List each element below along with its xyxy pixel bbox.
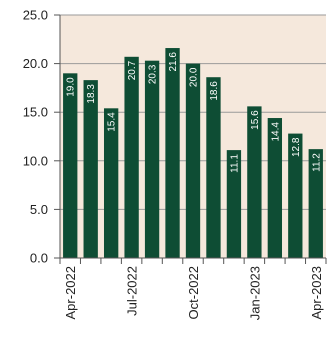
bar-value-label: 18.3 [86,84,97,104]
bar [83,80,98,259]
bar-value-label: 21.6 [168,52,179,72]
data-labels: 19.0 18.3 15.4 20.7 20.3 21.6 20.0 18.6 11.1 15.6… [66,52,323,173]
y-tick-label: 0.0 [30,251,48,266]
bar [165,48,180,258]
bar [63,73,78,258]
bar-value-label: 18.6 [209,81,220,101]
bar-value-label: 20.3 [148,64,159,84]
bar-value-label: 15.6 [250,110,261,130]
y-tick-label: 15.0 [23,105,48,120]
x-tick-label: Apr-2022 [63,266,78,319]
bar [288,133,303,258]
x-axis: Apr-2022 Jul-2022 Oct-2022 Jan-2023 Apr-2023 [59,257,327,320]
bar [267,118,283,258]
bar-value-label: 12.8 [291,137,302,157]
bar-value-label: 11.1 [229,154,240,173]
bar-value-label: 11.2 [311,153,322,172]
bar [206,77,221,258]
bar [144,60,160,259]
bar-value-label: 20.0 [189,67,200,87]
x-tick-label: Jul-2022 [125,266,140,316]
y-tick-label: 25.0 [23,8,48,23]
x-tick-label: Apr-2023 [309,266,324,319]
bar [124,56,139,258]
x-tick-label: Jan-2023 [247,266,262,320]
y-tick-label: 20.0 [23,56,48,71]
bar [247,106,262,258]
bar [103,108,119,258]
y-tick-label: 5.0 [30,202,48,217]
bars [63,48,323,259]
y-tick-label: 10.0 [23,153,48,168]
bar-value-label: 15.4 [107,112,118,132]
bar [185,63,201,258]
bar-value-label: 19.0 [66,77,77,97]
y-axis: 0.0 5.0 10.0 15.0 20.0 25.0 [23,8,61,266]
bar-value-label: 14.4 [270,122,281,142]
bar [308,149,323,258]
x-tick-label: Oct-2022 [186,266,201,319]
bar [226,150,242,258]
bar-value-label: 20.7 [127,60,138,80]
